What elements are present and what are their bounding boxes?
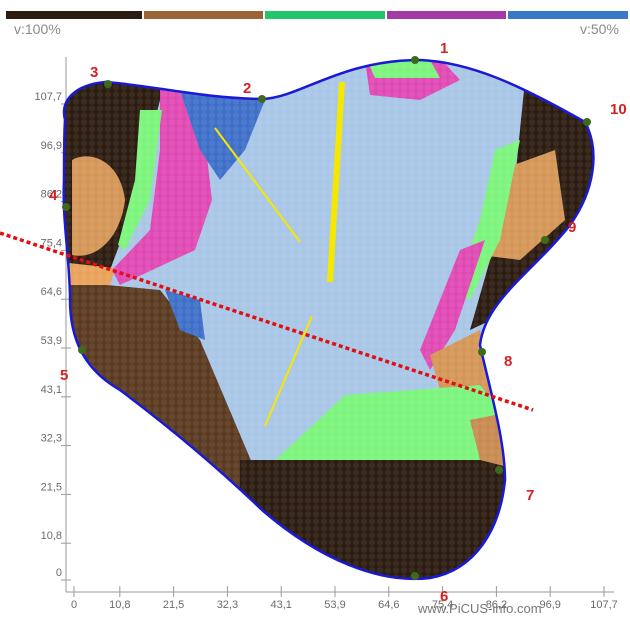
x-tick-label: 43,1 xyxy=(270,599,291,611)
x-tick-label: 21,5 xyxy=(163,599,184,611)
color-scale-segment-brown xyxy=(143,11,264,19)
yellow-line-upper xyxy=(214,127,301,243)
sensor-label-10: 10 xyxy=(610,101,627,118)
color-scale-bar xyxy=(6,11,630,19)
sensor-label-6: 6 xyxy=(440,588,448,605)
color-scale-segment-blue xyxy=(508,11,628,19)
sensor-point-7 xyxy=(495,466,503,474)
sensor-point-10 xyxy=(583,118,591,126)
x-tick-label: 96,9 xyxy=(539,599,560,611)
tomogram-regions xyxy=(63,60,594,579)
yellow-line-lower xyxy=(264,315,313,427)
y-tick-label: 86,2 xyxy=(41,189,62,201)
x-tick-label: 32,3 xyxy=(217,599,238,611)
sensor-label-1: 1 xyxy=(440,40,448,57)
sensor-label-4: 4 xyxy=(49,187,58,204)
y-tick-label: 107,7 xyxy=(34,91,62,103)
x-tick-label: 86,2 xyxy=(486,599,507,611)
y-tick-label: 64,6 xyxy=(41,286,62,298)
watermark: www.PiCUS-info.com xyxy=(418,601,542,616)
sensor-label-3: 3 xyxy=(90,64,98,81)
sensor-point-9 xyxy=(541,236,549,244)
color-scale-segment-green xyxy=(265,11,385,19)
y-tick-label: 75,4 xyxy=(41,237,62,249)
sensor-point-8 xyxy=(478,348,486,356)
x-tick-label: 53,9 xyxy=(324,599,345,611)
sensor-point-2 xyxy=(258,95,266,103)
scale-label-max: v:100% xyxy=(14,21,61,37)
color-scale-segment-magenta xyxy=(386,11,507,19)
sensor-label-7: 7 xyxy=(526,487,534,504)
x-tick-label: 75,4 xyxy=(432,599,453,611)
x-axis-ticks: 0 10,8 21,5 32,3 43,1 53,9 64,6 75,4 86,2 96,9 107… xyxy=(71,586,618,611)
x-tick-label: 107,7 xyxy=(590,599,618,611)
x-tick-label: 0 xyxy=(71,599,77,611)
sensor-labels: 1 2 3 4 5 6 7 8 9 10 xyxy=(49,40,627,605)
y-tick-label: 0 xyxy=(56,567,62,579)
y-axis-ticks: 0 10,8 21,5 32,3 43,1 53,9 64,6 75,4 86,2 96,9 107… xyxy=(34,91,71,581)
sensor-label-8: 8 xyxy=(504,353,512,370)
stem-outline xyxy=(62,58,595,581)
y-tick-label: 43,1 xyxy=(41,384,62,396)
y-tick-label: 32,3 xyxy=(41,433,62,445)
cut-line xyxy=(0,231,534,412)
sensor-point-4 xyxy=(62,203,70,211)
x-tick-label: 64,6 xyxy=(378,599,399,611)
x-tick-label: 10,8 xyxy=(109,599,130,611)
scale-label-min: v:50% xyxy=(580,21,619,37)
color-scale-segment-dark-brown xyxy=(6,11,142,19)
y-tick-label: 96,9 xyxy=(41,140,62,152)
sensor-point-1 xyxy=(411,56,419,64)
yellow-line-thick xyxy=(327,81,345,283)
y-tick-label: 21,5 xyxy=(41,481,62,493)
y-tick-label: 53,9 xyxy=(41,335,62,347)
y-tick-label: 10,8 xyxy=(41,530,62,542)
sensor-point-5 xyxy=(78,346,86,354)
sensor-label-5: 5 xyxy=(60,367,68,384)
sensor-point-6 xyxy=(411,572,419,580)
sensor-label-9: 9 xyxy=(568,219,576,236)
sensor-points xyxy=(62,56,591,580)
sensor-point-3 xyxy=(104,80,112,88)
sensor-label-2: 2 xyxy=(243,80,251,97)
